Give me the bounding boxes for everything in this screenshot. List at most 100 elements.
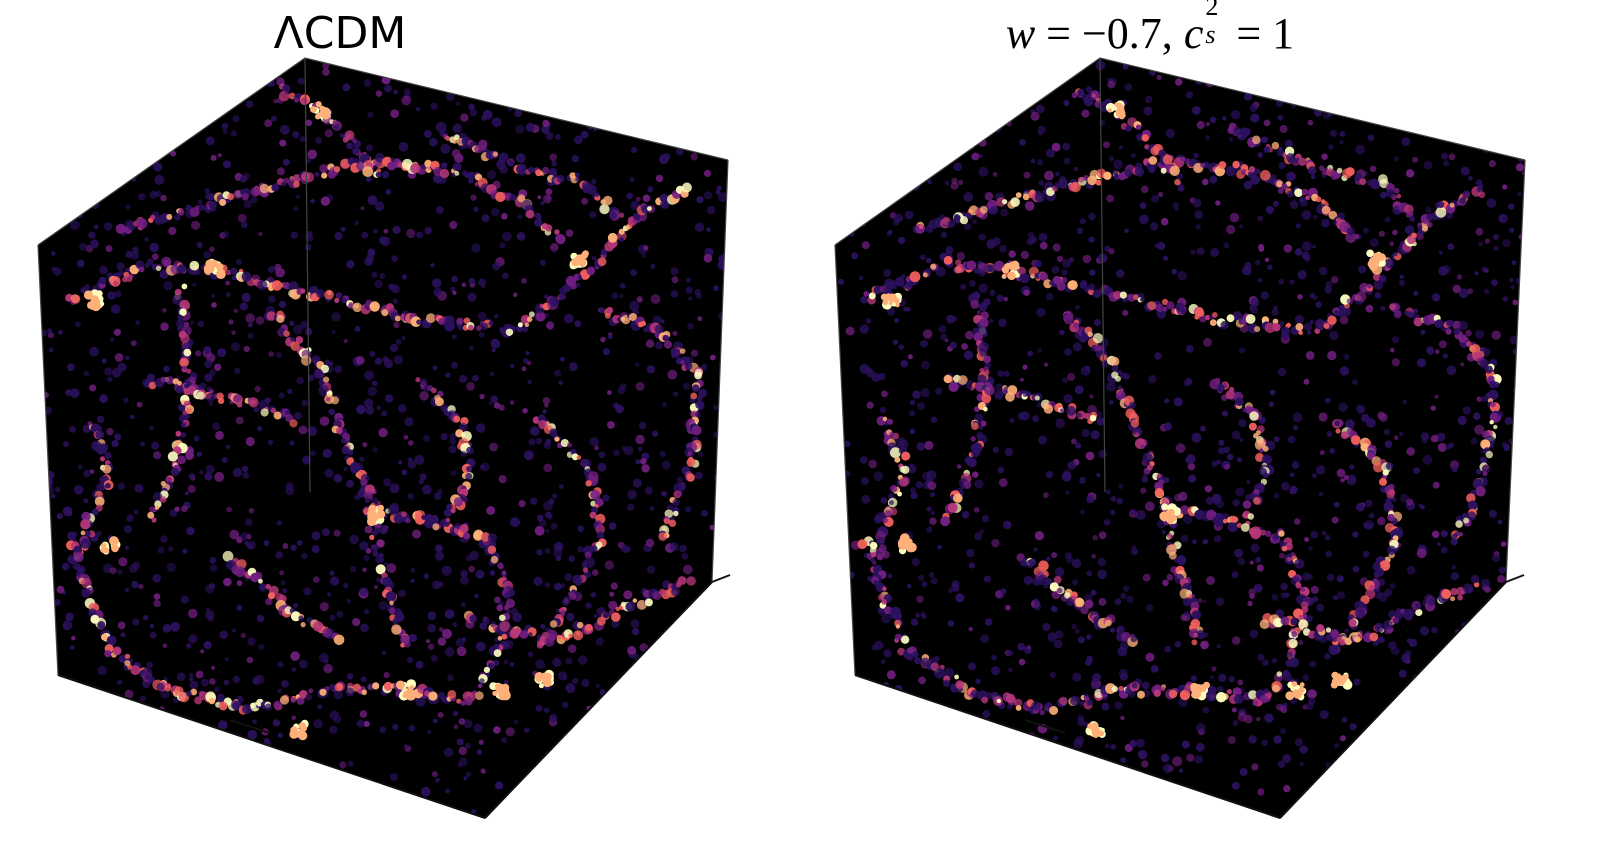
density-dot — [565, 657, 573, 665]
density-dot — [1504, 144, 1510, 150]
density-dot — [915, 612, 921, 618]
filament-dot — [97, 621, 106, 629]
density-dot — [1141, 185, 1149, 194]
density-dot — [1410, 715, 1417, 722]
filament-dot — [971, 422, 979, 430]
density-dot — [859, 275, 864, 281]
density-dot — [543, 294, 549, 299]
density-dot — [136, 401, 143, 408]
density-dot — [598, 121, 606, 130]
density-dot — [694, 289, 701, 296]
filament-dot — [572, 574, 582, 584]
density-dot — [1394, 435, 1399, 441]
density-dot — [868, 708, 878, 718]
density-dot — [352, 618, 361, 627]
density-dot — [1356, 502, 1365, 512]
title-equation-part-1: = −0.7, — [1035, 9, 1184, 58]
density-dot — [1493, 246, 1499, 251]
density-dot — [930, 707, 939, 716]
density-dot — [538, 63, 545, 69]
density-dot — [419, 62, 425, 68]
filament-dot — [189, 260, 200, 271]
density-dot — [1519, 281, 1525, 291]
density-dot — [1497, 519, 1503, 525]
density-dot — [490, 338, 499, 347]
density-dot — [552, 248, 557, 254]
density-dot — [1027, 350, 1033, 357]
density-dot — [1436, 432, 1446, 442]
density-dot — [444, 647, 455, 657]
density-dot — [1431, 627, 1438, 634]
density-dot — [1166, 61, 1171, 67]
density-dot — [458, 757, 468, 767]
density-dot — [550, 243, 559, 252]
density-dot — [545, 528, 550, 533]
filament-dot — [1176, 555, 1187, 566]
filament-dot — [432, 523, 440, 531]
density-dot — [1278, 162, 1286, 169]
filament-dot — [1180, 308, 1187, 314]
density-dot — [1073, 738, 1083, 749]
filament-dot — [950, 683, 957, 690]
density-dot — [1030, 111, 1040, 121]
filament-dot — [381, 309, 389, 317]
density-dot — [76, 725, 86, 735]
density-dot — [1232, 719, 1239, 726]
density-dot — [1215, 200, 1221, 206]
density-dot — [355, 355, 365, 365]
density-dot — [893, 84, 900, 90]
filament-dot — [438, 318, 446, 325]
density-dot — [1325, 550, 1332, 558]
density-dot — [435, 777, 440, 783]
density-dot — [1140, 487, 1147, 494]
halo-dot — [368, 504, 377, 513]
density-dot — [1253, 72, 1261, 79]
filament-dot — [1250, 526, 1262, 537]
density-dot — [1396, 763, 1401, 768]
density-dot — [1205, 496, 1215, 505]
density-dot — [1498, 566, 1506, 575]
density-dot — [407, 440, 414, 446]
density-dot — [1303, 378, 1310, 385]
density-dot — [212, 422, 221, 431]
density-dot — [1383, 428, 1390, 436]
density-dot — [436, 68, 445, 77]
density-dot — [1405, 169, 1415, 178]
density-dot — [359, 541, 369, 551]
density-dot — [859, 324, 869, 334]
density-dot — [373, 229, 378, 234]
density-dot — [984, 90, 989, 96]
density-dot — [599, 743, 607, 751]
filament-dot — [1272, 318, 1279, 325]
density-dot — [1260, 291, 1269, 300]
density-dot — [1075, 442, 1082, 449]
density-dot — [107, 291, 116, 300]
density-dot — [491, 117, 502, 127]
density-dot — [929, 517, 937, 525]
density-dot — [1032, 415, 1039, 422]
filament-dot — [186, 690, 192, 697]
filament-dot — [1039, 272, 1049, 281]
density-dot — [961, 343, 968, 350]
density-dot — [506, 798, 513, 805]
density-dot — [1503, 444, 1511, 452]
filament-dot — [1298, 330, 1303, 335]
density-dot — [1202, 706, 1210, 714]
density-dot — [1188, 474, 1197, 483]
density-dot — [1521, 331, 1525, 341]
filament-dot — [336, 292, 343, 299]
filament-dot — [524, 322, 530, 328]
density-dot — [627, 489, 637, 500]
density-dot — [1192, 198, 1202, 208]
density-dot — [978, 166, 989, 177]
filament-dot — [617, 231, 627, 241]
density-dot — [1209, 116, 1217, 124]
density-dot — [1183, 380, 1190, 387]
filament-dot — [1148, 156, 1158, 165]
density-dot — [1003, 64, 1013, 74]
density-dot — [545, 188, 553, 196]
density-dot — [646, 365, 655, 374]
density-dot — [163, 280, 173, 291]
density-dot — [1315, 465, 1326, 475]
density-dot — [530, 426, 540, 436]
